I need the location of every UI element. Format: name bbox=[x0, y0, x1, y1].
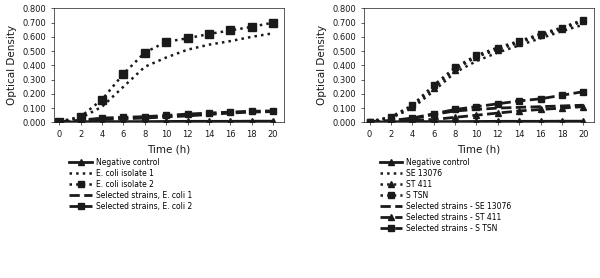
Y-axis label: Optical Density: Optical Density bbox=[7, 25, 17, 105]
Y-axis label: Optical Density: Optical Density bbox=[317, 25, 327, 105]
Legend: Negative control, SE 13076, ST 411, S TSN, Selected strains - SE 13076, Selected: Negative control, SE 13076, ST 411, S TS… bbox=[380, 158, 512, 232]
Legend: Negative control, E. coli isolate 1, E. coli isolate 2, Selected strains, E. col: Negative control, E. coli isolate 1, E. … bbox=[70, 158, 192, 211]
X-axis label: Time (h): Time (h) bbox=[457, 145, 501, 155]
X-axis label: Time (h): Time (h) bbox=[147, 145, 191, 155]
